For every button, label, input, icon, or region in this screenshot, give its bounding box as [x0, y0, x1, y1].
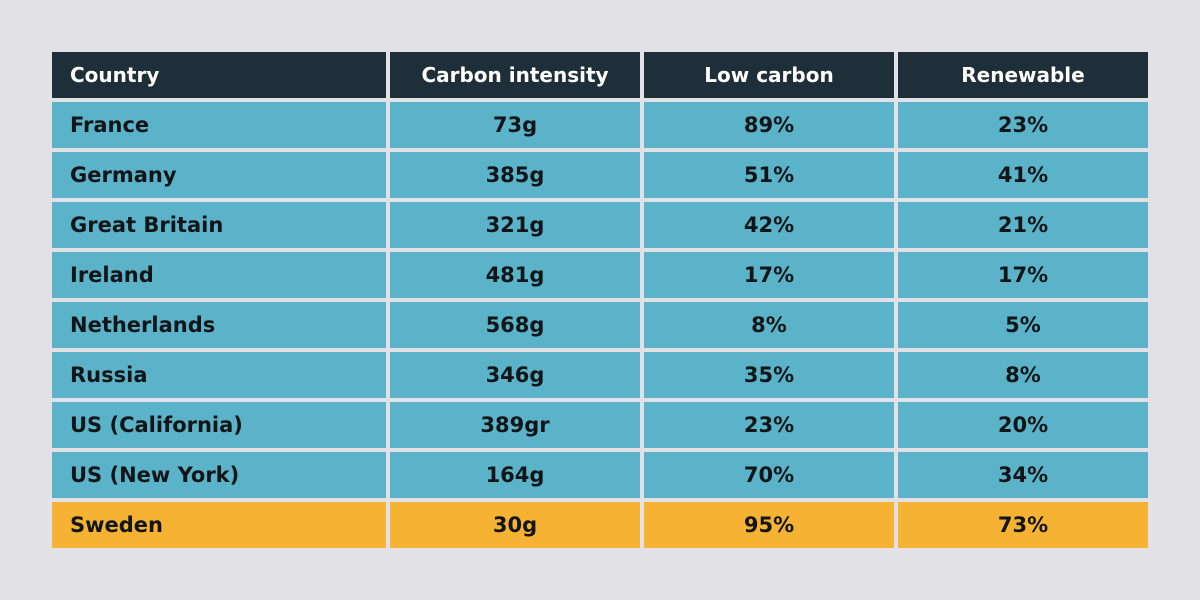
- table-cell-sweden-low-carbon: 95%: [644, 502, 894, 548]
- table-cell-us-new-york-renewable: 34%: [898, 452, 1148, 498]
- header-cell-carbon-intensity: Carbon intensity: [390, 52, 640, 98]
- table-cell-france-low-carbon: 89%: [644, 102, 894, 148]
- table-cell-netherlands-renewable: 5%: [898, 302, 1148, 348]
- table-cell-us-new-york-carbon-intensity: 164g: [390, 452, 640, 498]
- table-cell-france-renewable: 23%: [898, 102, 1148, 148]
- table-cell-ireland-renewable: 17%: [898, 252, 1148, 298]
- table-cell-russia-low-carbon: 35%: [644, 352, 894, 398]
- table-cell-france-carbon-intensity: 73g: [390, 102, 640, 148]
- table-cell-germany-renewable: 41%: [898, 152, 1148, 198]
- table-cell-netherlands-country: Netherlands: [52, 302, 386, 348]
- table-cell-us-california-country: US (California): [52, 402, 386, 448]
- table-cell-sweden-renewable: 73%: [898, 502, 1148, 548]
- table-cell-ireland-carbon-intensity: 481g: [390, 252, 640, 298]
- table-cell-russia-country: Russia: [52, 352, 386, 398]
- table-cell-netherlands-carbon-intensity: 568g: [390, 302, 640, 348]
- table-cell-russia-carbon-intensity: 346g: [390, 352, 640, 398]
- header-cell-renewable: Renewable: [898, 52, 1148, 98]
- table-cell-us-new-york-low-carbon: 70%: [644, 452, 894, 498]
- table-cell-ireland-low-carbon: 17%: [644, 252, 894, 298]
- table-cell-germany-low-carbon: 51%: [644, 152, 894, 198]
- table-cell-us-california-renewable: 20%: [898, 402, 1148, 448]
- table-cell-us-california-low-carbon: 23%: [644, 402, 894, 448]
- table-cell-germany-carbon-intensity: 385g: [390, 152, 640, 198]
- table-cell-ireland-country: Ireland: [52, 252, 386, 298]
- header-cell-low-carbon: Low carbon: [644, 52, 894, 98]
- table-cell-us-california-carbon-intensity: 389gr: [390, 402, 640, 448]
- table-cell-france-country: France: [52, 102, 386, 148]
- table-cell-netherlands-low-carbon: 8%: [644, 302, 894, 348]
- table-cell-sweden-country: Sweden: [52, 502, 386, 548]
- table-cell-great-britain-low-carbon: 42%: [644, 202, 894, 248]
- table-cell-russia-renewable: 8%: [898, 352, 1148, 398]
- table-cell-great-britain-country: Great Britain: [52, 202, 386, 248]
- table-cell-us-new-york-country: US (New York): [52, 452, 386, 498]
- table-cell-great-britain-carbon-intensity: 321g: [390, 202, 640, 248]
- table-cell-sweden-carbon-intensity: 30g: [390, 502, 640, 548]
- carbon-table: Country Carbon intensity Low carbon Renewab…: [52, 52, 1148, 548]
- header-cell-country: Country: [52, 52, 386, 98]
- table-cell-germany-country: Germany: [52, 152, 386, 198]
- table-cell-great-britain-renewable: 21%: [898, 202, 1148, 248]
